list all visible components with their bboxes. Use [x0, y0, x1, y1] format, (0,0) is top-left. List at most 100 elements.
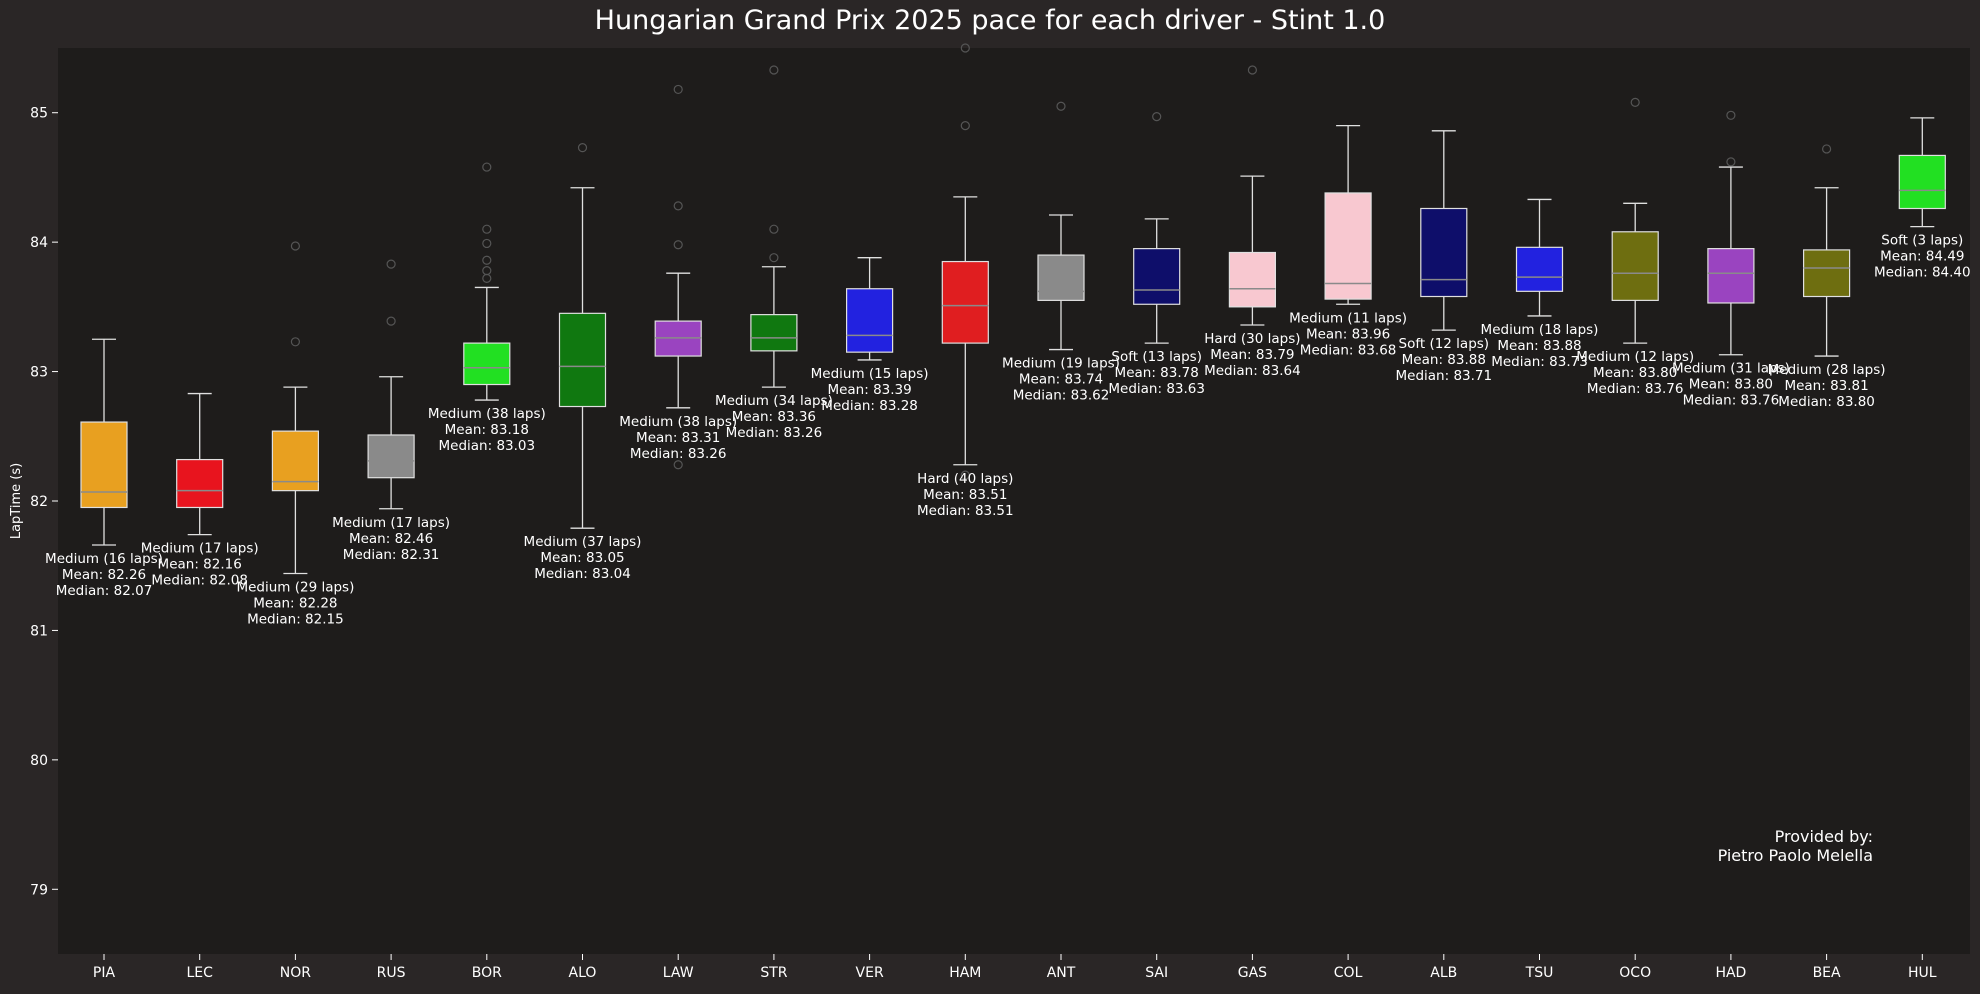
y-axis-ticks: 79 80 81 82 83 84 85	[30, 106, 58, 898]
annotation-line: Mean: 82.28	[253, 595, 337, 611]
iqr-box	[1898, 154, 1946, 210]
annotation-line: Median: 83.68	[1300, 342, 1397, 358]
iqr-box	[1802, 249, 1851, 298]
annotation-line: Median: 82.08	[151, 573, 248, 589]
annotation-line: Mean: 83.88	[1402, 352, 1486, 368]
x-tick-label-ver: VER	[856, 965, 884, 981]
annotation-line: Medium (11 laps)	[1289, 310, 1407, 326]
outlier-point	[673, 84, 683, 95]
outlier-point	[1726, 157, 1736, 167]
box-ant	[1037, 101, 1085, 351]
outlier-point	[482, 266, 492, 276]
annotation-line: Median: 83.64	[1204, 363, 1301, 379]
outlier-point	[960, 121, 970, 131]
x-tick-label-tsu: TSU	[1525, 965, 1554, 981]
x-tick-label-bea: BEA	[1813, 965, 1841, 981]
iqr-box	[80, 421, 128, 509]
iqr-box	[1228, 251, 1277, 308]
annotation-line: Mean: 83.36	[732, 409, 816, 425]
box-sai	[1133, 111, 1181, 344]
x-tick-label-had: HAD	[1715, 965, 1746, 981]
outlier-point	[482, 255, 492, 265]
iqr-box	[1133, 248, 1181, 305]
x-tick-label-gas: GAS	[1238, 965, 1267, 981]
outlier-point	[1726, 110, 1736, 120]
y-tick-label: 82	[30, 494, 48, 510]
outlier-point	[673, 201, 683, 211]
annotation-line: Soft (13 laps)	[1111, 349, 1202, 365]
annotation-line: Medium (17 laps)	[141, 541, 259, 557]
outlier-point	[769, 224, 779, 234]
iqr-box	[463, 342, 511, 386]
outlier-point	[290, 337, 300, 347]
box-col	[1324, 125, 1372, 305]
annotation-line: Mean: 83.78	[1115, 365, 1199, 381]
annotation-line: Medium (15 laps)	[811, 366, 929, 382]
chart-title: Hungarian Grand Prix 2025 pace for each …	[595, 5, 1386, 36]
annotation-line: Mean: 83.74	[1019, 372, 1103, 388]
box-tsu	[1515, 198, 1564, 317]
annotation-line: Medium (37 laps)	[524, 534, 642, 550]
iqr-box	[1037, 254, 1085, 301]
annotation-line: Median: 83.71	[1396, 368, 1493, 384]
outlier-point	[482, 224, 492, 234]
box-bor	[463, 162, 511, 401]
annotation-line: Mean: 83.39	[827, 382, 911, 398]
annotation-line: Medium (17 laps)	[332, 515, 450, 531]
y-axis-label: LapTime (s)	[9, 463, 24, 539]
x-tick-label-oco: OCO	[1619, 965, 1651, 981]
annotation-line: Median: 83.62	[1013, 388, 1110, 404]
annotation-line: Mean: 83.80	[1689, 377, 1773, 393]
annotation-line: Medium (18 laps)	[1481, 322, 1599, 338]
annotation-line: Median: 83.51	[917, 503, 1014, 519]
annotation-line: Mean: 83.18	[445, 422, 529, 438]
plot-area	[58, 48, 1970, 954]
annotation-line: Soft (3 laps)	[1881, 233, 1963, 249]
outlier-point	[386, 316, 396, 326]
annotation-line: Medium (29 laps)	[236, 579, 354, 595]
y-tick-label: 83	[30, 365, 48, 381]
annotation-line: Median: 83.03	[439, 438, 536, 454]
credit-line-2: Pietro Paolo Melella	[1718, 846, 1873, 865]
annotation-line: Median: 83.76	[1587, 381, 1684, 397]
box-alo	[558, 143, 607, 529]
annotation-line: Mean: 83.80	[1593, 365, 1677, 381]
annotation-line: Medium (31 laps)	[1672, 361, 1790, 377]
x-tick-label-alo: ALO	[569, 965, 597, 981]
annotation-line: Median: 83.26	[726, 425, 823, 441]
annotation-line: Median: 83.28	[821, 398, 918, 414]
box-oco	[1611, 97, 1659, 344]
annotation-line: Mean: 82.26	[62, 567, 146, 583]
x-tick-label-ant: ANT	[1047, 965, 1076, 981]
outlier-point	[482, 162, 492, 172]
annotation-line: Medium (28 laps)	[1768, 362, 1886, 378]
annotation-line: Mean: 82.16	[158, 557, 242, 573]
iqr-box	[176, 458, 224, 509]
outlier-point	[1152, 111, 1162, 122]
annotation-line: Median: 83.26	[630, 446, 727, 462]
outlier-point	[1056, 101, 1066, 111]
iqr-box	[750, 314, 798, 352]
outlier-point	[960, 470, 970, 480]
annotation-line: Medium (12 laps)	[1576, 349, 1694, 365]
annotation-line: Median: 83.80	[1778, 394, 1875, 410]
x-tick-label-rus: RUS	[377, 965, 406, 981]
x-tick-label-hul: HUL	[1908, 965, 1937, 981]
outlier-point	[482, 238, 492, 249]
box-alb	[1420, 130, 1468, 331]
annotation-line: Mean: 83.31	[636, 430, 720, 446]
y-tick-label: 80	[30, 753, 48, 769]
